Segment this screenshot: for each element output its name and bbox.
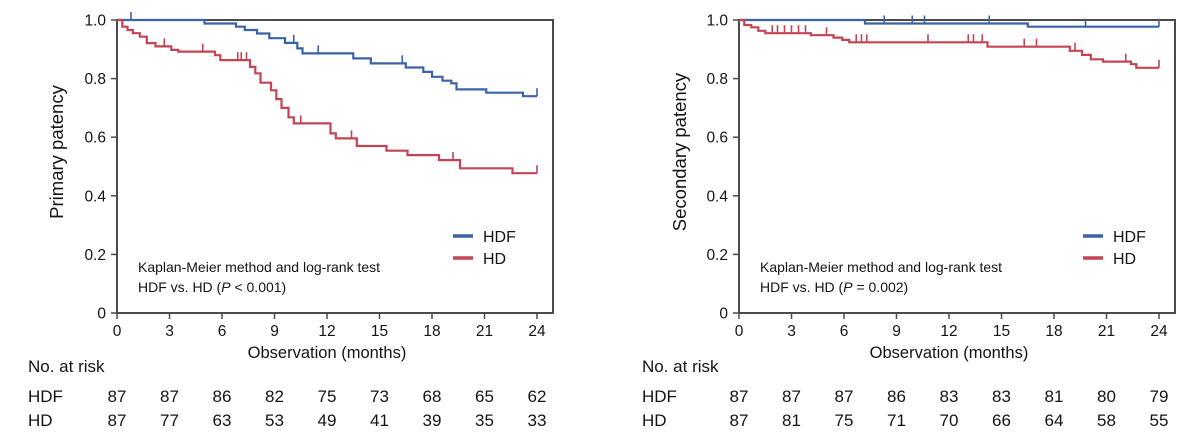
x-tick-label: 15 <box>371 323 388 340</box>
risk-count: 87 <box>108 387 127 406</box>
risk-count: 83 <box>940 387 959 406</box>
y-tick-label: 1.0 <box>706 13 728 30</box>
risk-count: 86 <box>887 387 906 406</box>
y-tick-label: 0.6 <box>706 130 728 147</box>
risk-count: 86 <box>213 387 232 406</box>
p-value-symbol: P <box>843 279 853 295</box>
stats-annotation-line1: Kaplan-Meier method and log-rank test <box>138 259 380 275</box>
x-tick-label: 21 <box>476 323 493 340</box>
p-value-prefix: HDF vs. HD ( <box>138 279 222 295</box>
km-curve-hdf <box>739 18 1159 28</box>
risk-count: 70 <box>940 411 959 430</box>
risk-count: 87 <box>782 387 801 406</box>
km-plot-primary-patency: 1.0 0.8 0.6 0.4 0.2 00 3 6 9 12 15 18 21 24 Observatio… <box>28 12 554 430</box>
km-curve-hd <box>739 18 1159 69</box>
stats-annotation-line2: HDF vs. HD (P = 0.002) <box>760 279 908 295</box>
x-tick-label: 24 <box>1150 323 1168 340</box>
stats-annotation-line1: Kaplan-Meier method and log-rank test <box>760 259 1002 275</box>
risk-count: 73 <box>370 387 389 406</box>
x-tick-label: 0 <box>735 323 744 340</box>
x-tick-label: 3 <box>165 323 174 340</box>
risk-count: 80 <box>1097 387 1116 406</box>
risk-row-label-hdf: HDF <box>28 387 63 406</box>
y-tick-label: 0 <box>97 306 106 323</box>
x-tick-label: 9 <box>892 323 901 340</box>
risk-count: 81 <box>782 411 801 430</box>
risk-count: 62 <box>528 387 547 406</box>
x-tick-label: 18 <box>423 323 440 340</box>
risk-row-label-hd: HD <box>642 411 667 430</box>
risk-count: 77 <box>160 411 179 430</box>
risk-count: 66 <box>992 411 1011 430</box>
risk-count: 39 <box>423 411 442 430</box>
x-tick-label: 6 <box>218 323 227 340</box>
legend-label-hd: HD <box>483 251 506 268</box>
risk-count: 87 <box>730 411 749 430</box>
x-tick-label: 15 <box>993 323 1010 340</box>
risk-count: 35 <box>475 411 494 430</box>
x-axis-title: Observation (months) <box>870 344 1029 362</box>
x-axis-title: Observation (months) <box>248 344 407 362</box>
y-tick-label: 1.0 <box>84 13 106 30</box>
risk-table-title: No. at risk <box>28 357 105 376</box>
risk-count: 79 <box>1150 387 1169 406</box>
legend-label-hdf: HDF <box>1113 229 1146 246</box>
risk-count: 87 <box>160 387 179 406</box>
plot-frame <box>116 19 554 314</box>
p-value-suffix: < 0.001) <box>231 279 287 295</box>
risk-count: 82 <box>265 387 284 406</box>
risk-count: 87 <box>730 387 749 406</box>
risk-count: 63 <box>213 411 232 430</box>
y-axis-title: Secondary patency <box>669 72 690 231</box>
risk-count: 71 <box>887 411 906 430</box>
km-curve-hd <box>117 18 537 175</box>
risk-count: 75 <box>318 387 337 406</box>
y-tick-label: 0.2 <box>706 247 728 264</box>
x-tick-label: 9 <box>270 323 279 340</box>
x-tick-label: 24 <box>528 323 546 340</box>
p-value-symbol: P <box>221 279 231 295</box>
risk-count: 55 <box>1150 411 1169 430</box>
risk-count: 58 <box>1097 411 1116 430</box>
risk-count: 65 <box>475 387 494 406</box>
risk-count: 41 <box>370 411 389 430</box>
legend-label-hd: HD <box>1113 251 1136 268</box>
plot-frame <box>738 19 1176 314</box>
stats-annotation-line2: HDF vs. HD (P < 0.001) <box>138 279 286 295</box>
risk-count: 75 <box>835 411 854 430</box>
x-tick-label: 12 <box>940 323 957 340</box>
risk-count: 64 <box>1045 411 1064 430</box>
y-tick-label: 0.4 <box>706 188 728 205</box>
x-tick-label: 18 <box>1045 323 1062 340</box>
risk-count: 87 <box>108 411 127 430</box>
risk-row-label-hd: HD <box>28 411 53 430</box>
risk-table-title: No. at risk <box>642 357 719 376</box>
x-tick-label: 12 <box>318 323 335 340</box>
y-tick-label: 0.2 <box>84 247 106 264</box>
km-plot-secondary-patency: 1.0 0.8 0.6 0.4 0.2 00 3 6 9 12 15 18 21 24 Observatio… <box>642 13 1176 430</box>
risk-count: 68 <box>423 387 442 406</box>
x-tick-label: 3 <box>787 323 796 340</box>
p-value-suffix: = 0.002) <box>853 279 909 295</box>
x-tick-label: 21 <box>1098 323 1115 340</box>
x-tick-label: 0 <box>113 323 122 340</box>
risk-count: 53 <box>265 411 284 430</box>
y-axis-title: Primary patency <box>46 84 67 218</box>
legend-label-hdf: HDF <box>483 229 516 246</box>
km-curve-hdf <box>117 18 537 98</box>
risk-count: 33 <box>528 411 547 430</box>
risk-count: 83 <box>992 387 1011 406</box>
y-tick-label: 0.4 <box>84 188 106 205</box>
y-tick-label: 0 <box>719 306 728 323</box>
risk-count: 81 <box>1045 387 1064 406</box>
y-tick-label: 0.6 <box>84 130 106 147</box>
y-tick-label: 0.8 <box>706 71 728 88</box>
p-value-prefix: HDF vs. HD ( <box>760 279 844 295</box>
y-tick-label: 0.8 <box>84 71 106 88</box>
risk-row-label-hdf: HDF <box>642 387 677 406</box>
risk-count: 87 <box>835 387 854 406</box>
x-tick-label: 6 <box>840 323 849 340</box>
risk-count: 49 <box>318 411 337 430</box>
